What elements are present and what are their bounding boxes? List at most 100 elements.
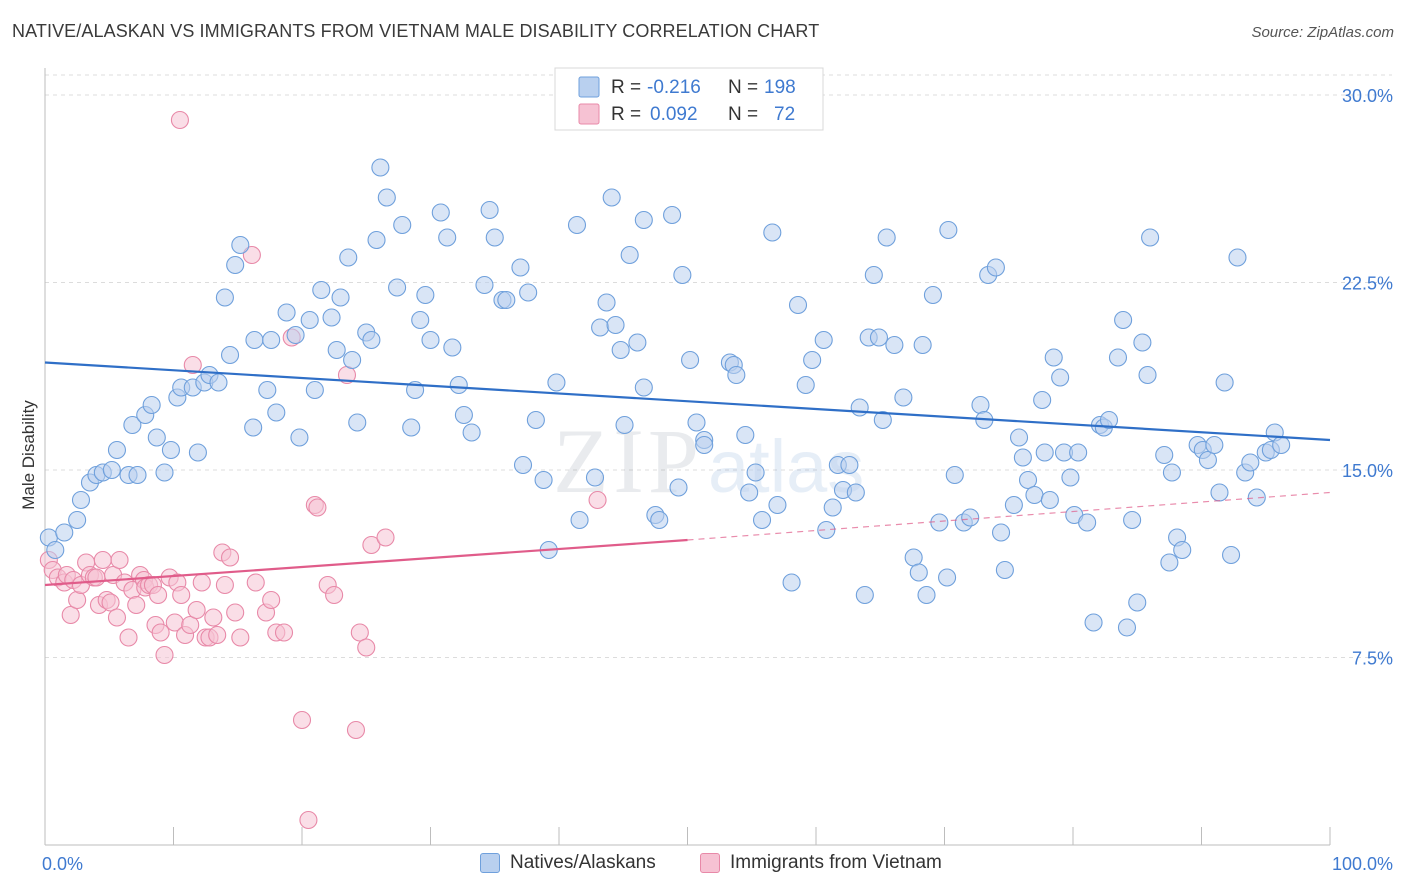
trend-line-immigrants-extension	[687, 491, 1331, 541]
data-point	[362, 330, 381, 350]
data-point	[68, 590, 87, 610]
data-point	[663, 205, 682, 225]
data-point	[1044, 348, 1063, 367]
data-point	[331, 288, 350, 307]
data-point	[1099, 410, 1119, 430]
data-point	[909, 563, 928, 582]
data-point	[305, 380, 324, 400]
data-point	[1210, 483, 1229, 502]
data-point	[258, 380, 277, 400]
data-point	[226, 255, 245, 275]
data-point	[286, 325, 305, 345]
data-point	[350, 623, 369, 642]
data-point	[262, 330, 281, 350]
data-point	[673, 265, 692, 285]
legend-item-immigrants: Immigrants from Vietnam	[700, 852, 942, 874]
data-point	[1114, 310, 1133, 330]
data-point	[119, 628, 138, 647]
source-label: Source: ZipAtlas.com	[1251, 24, 1394, 41]
data-point	[87, 568, 106, 587]
data-point	[727, 365, 746, 385]
data-point	[695, 435, 714, 455]
data-point	[1013, 448, 1032, 467]
data-point	[961, 508, 980, 527]
data-point	[904, 548, 923, 567]
data-point	[226, 603, 245, 622]
data-point	[388, 278, 407, 297]
data-point	[449, 375, 468, 395]
data-point	[142, 395, 161, 415]
data-point	[128, 465, 147, 485]
data-point	[585, 468, 605, 487]
data-point	[431, 203, 450, 222]
data-point	[1117, 618, 1137, 637]
data-point	[371, 158, 390, 177]
data-point	[149, 585, 168, 605]
data-point	[746, 463, 765, 482]
chart-title: NATIVE/ALASKAN VS IMMIGRANTS FROM VIETNA…	[12, 21, 820, 41]
data-point	[669, 478, 688, 497]
data-point	[299, 810, 318, 830]
data-point	[1025, 485, 1044, 505]
data-point	[846, 483, 865, 502]
data-point	[245, 330, 264, 350]
data-point	[873, 410, 892, 430]
data-point	[346, 720, 366, 740]
data-point	[634, 210, 653, 230]
data-point	[1009, 428, 1029, 447]
data-point	[1198, 450, 1217, 470]
data-point	[1128, 593, 1147, 612]
legend-bottom-swatch-natives	[480, 853, 500, 873]
data-point	[231, 628, 250, 647]
data-point	[110, 550, 129, 570]
data-point	[183, 355, 202, 375]
data-point	[475, 275, 494, 295]
y-axis-label: Male Disability	[19, 400, 38, 510]
data-point	[534, 470, 553, 490]
data-point	[411, 310, 430, 330]
data-point	[1162, 463, 1181, 482]
data-point	[814, 330, 833, 350]
data-point	[231, 235, 250, 255]
data-point	[923, 285, 942, 305]
data-point	[602, 188, 621, 207]
data-point	[1061, 468, 1080, 487]
data-point	[188, 443, 207, 462]
data-point	[244, 418, 263, 437]
legend-r-label: R =	[611, 77, 641, 98]
data-point	[752, 510, 772, 530]
data-point	[102, 460, 121, 480]
data-point	[681, 350, 700, 370]
data-point	[1160, 553, 1179, 572]
data-point	[1040, 490, 1059, 510]
data-point	[172, 585, 191, 605]
data-point	[1138, 365, 1157, 385]
data-point	[204, 608, 223, 627]
trend-line-natives	[44, 361, 1331, 442]
data-point	[620, 245, 639, 265]
data-point	[803, 350, 822, 370]
data-point	[1215, 373, 1234, 392]
data-point	[1155, 445, 1174, 465]
data-point	[246, 573, 265, 592]
x-tick-label-max: 100.0%	[1332, 854, 1393, 874]
data-point	[877, 228, 896, 247]
data-point	[147, 428, 166, 447]
data-point	[763, 223, 782, 242]
data-point	[187, 600, 206, 620]
data-point	[155, 463, 174, 482]
legend-n-label: N =	[728, 77, 758, 98]
data-point	[68, 510, 87, 530]
data-point	[634, 378, 653, 397]
data-point	[995, 560, 1014, 580]
data-point	[362, 535, 381, 555]
data-point	[215, 288, 234, 307]
data-point	[348, 413, 367, 432]
data-point	[1108, 348, 1128, 367]
data-point	[322, 308, 341, 327]
data-point	[312, 280, 331, 300]
data-point	[939, 220, 958, 240]
data-point	[869, 328, 889, 347]
data-point	[971, 395, 990, 415]
data-point	[788, 295, 808, 315]
